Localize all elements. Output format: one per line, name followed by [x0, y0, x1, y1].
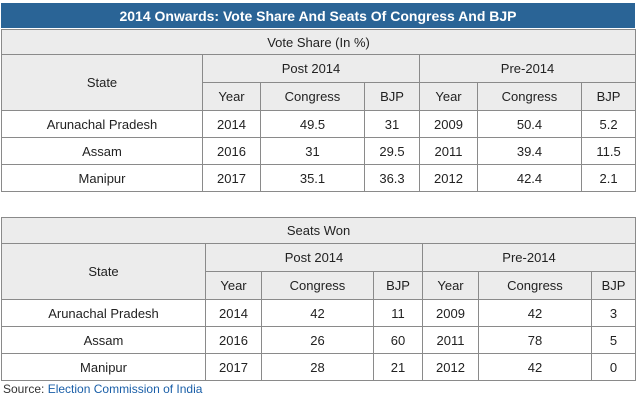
post-congress-header: Congress — [261, 271, 374, 300]
table-row: Manipur 2017 28 21 2012 42 0 — [1, 353, 637, 381]
seats-won-caption: Seats Won — [0, 217, 637, 244]
table-row: Arunachal Pradesh 2014 42 11 2009 42 3 — [1, 299, 637, 327]
post-bjp-cell: 31 — [364, 110, 420, 138]
post-year-cell: 2014 — [205, 299, 262, 327]
table-row: Manipur 2017 35.1 36.3 2012 42.4 2.1 — [1, 164, 637, 192]
post-year-header: Year — [202, 82, 261, 111]
pre-year-header: Year — [419, 82, 478, 111]
seats-won-table: Seats Won State Post 2014 Pre-2014 Year … — [0, 217, 637, 381]
pre-congress-header: Congress — [477, 82, 582, 111]
pre-congress-cell: 39.4 — [477, 137, 582, 165]
post-bjp-cell: 29.5 — [364, 137, 420, 165]
pre-bjp-cell: 5.2 — [580, 110, 637, 138]
pre-bjp-cell: 3 — [590, 299, 637, 327]
table-row: Assam 2016 26 60 2011 78 5 — [1, 326, 637, 354]
post-bjp-header: BJP — [373, 271, 423, 300]
post-2014-group-header: Post 2014 — [202, 54, 420, 83]
pre-congress-cell: 42.4 — [477, 164, 582, 192]
post-year-cell: 2014 — [202, 110, 261, 138]
post-congress-cell: 49.5 — [260, 110, 365, 138]
source-label: Source: — [3, 382, 45, 396]
post-congress-cell: 26 — [261, 326, 374, 354]
pre-2014-group-header: Pre-2014 — [421, 243, 637, 272]
pre-congress-cell: 78 — [478, 326, 592, 354]
post-bjp-cell: 60 — [373, 326, 423, 354]
post-bjp-cell: 21 — [373, 353, 423, 381]
post-congress-cell: 42 — [261, 299, 374, 327]
state-column-header: State — [1, 243, 206, 300]
pre-year-cell: 2012 — [422, 353, 479, 381]
pre-2014-group-header: Pre-2014 — [418, 54, 637, 83]
pre-congress-cell: 42 — [478, 353, 592, 381]
post-year-header: Year — [205, 271, 262, 300]
pre-congress-cell: 42 — [478, 299, 592, 327]
state-cell: Arunachal Pradesh — [1, 110, 203, 138]
post-bjp-cell: 36.3 — [364, 164, 420, 192]
table-row: Arunachal Pradesh 2014 49.5 31 2009 50.4… — [1, 110, 637, 138]
state-cell: Assam — [1, 326, 206, 354]
pre-year-cell: 2012 — [419, 164, 478, 192]
vote-share-table: Vote Share (In %) State Post 2014 Pre-20… — [0, 29, 637, 192]
post-congress-cell: 28 — [261, 353, 374, 381]
pre-bjp-header: BJP — [590, 271, 637, 300]
state-cell: Manipur — [1, 164, 203, 192]
post-year-cell: 2017 — [202, 164, 261, 192]
post-bjp-header: BJP — [364, 82, 420, 111]
source-link[interactable]: Election Commission of India — [47, 382, 203, 396]
pre-year-cell: 2011 — [422, 326, 479, 354]
state-column-header: State — [1, 54, 203, 111]
pre-bjp-header: BJP — [580, 82, 637, 111]
post-year-cell: 2016 — [202, 137, 261, 165]
table-title-banner: 2014 Onwards: Vote Share And Seats Of Co… — [1, 3, 635, 28]
pre-year-cell: 2009 — [422, 299, 479, 327]
pre-congress-cell: 50.4 — [477, 110, 582, 138]
pre-year-header: Year — [422, 271, 479, 300]
source-line: Source: Election Commission of India — [3, 382, 202, 396]
state-cell: Assam — [1, 137, 203, 165]
post-congress-header: Congress — [260, 82, 365, 111]
post-year-cell: 2016 — [205, 326, 262, 354]
pre-congress-header: Congress — [478, 271, 592, 300]
post-2014-group-header: Post 2014 — [205, 243, 423, 272]
pre-bjp-cell: 0 — [590, 353, 637, 381]
pre-bjp-cell: 11.5 — [580, 137, 637, 165]
vote-share-caption: Vote Share (In %) — [0, 29, 637, 55]
pre-year-cell: 2011 — [419, 137, 478, 165]
state-cell: Arunachal Pradesh — [1, 299, 206, 327]
post-congress-cell: 35.1 — [260, 164, 365, 192]
post-year-cell: 2017 — [205, 353, 262, 381]
pre-year-cell: 2009 — [419, 110, 478, 138]
state-cell: Manipur — [1, 353, 206, 381]
pre-bjp-cell: 2.1 — [580, 164, 637, 192]
table-row: Assam 2016 31 29.5 2011 39.4 11.5 — [1, 137, 637, 165]
pre-bjp-cell: 5 — [590, 326, 637, 354]
post-bjp-cell: 11 — [373, 299, 423, 327]
post-congress-cell: 31 — [260, 137, 365, 165]
